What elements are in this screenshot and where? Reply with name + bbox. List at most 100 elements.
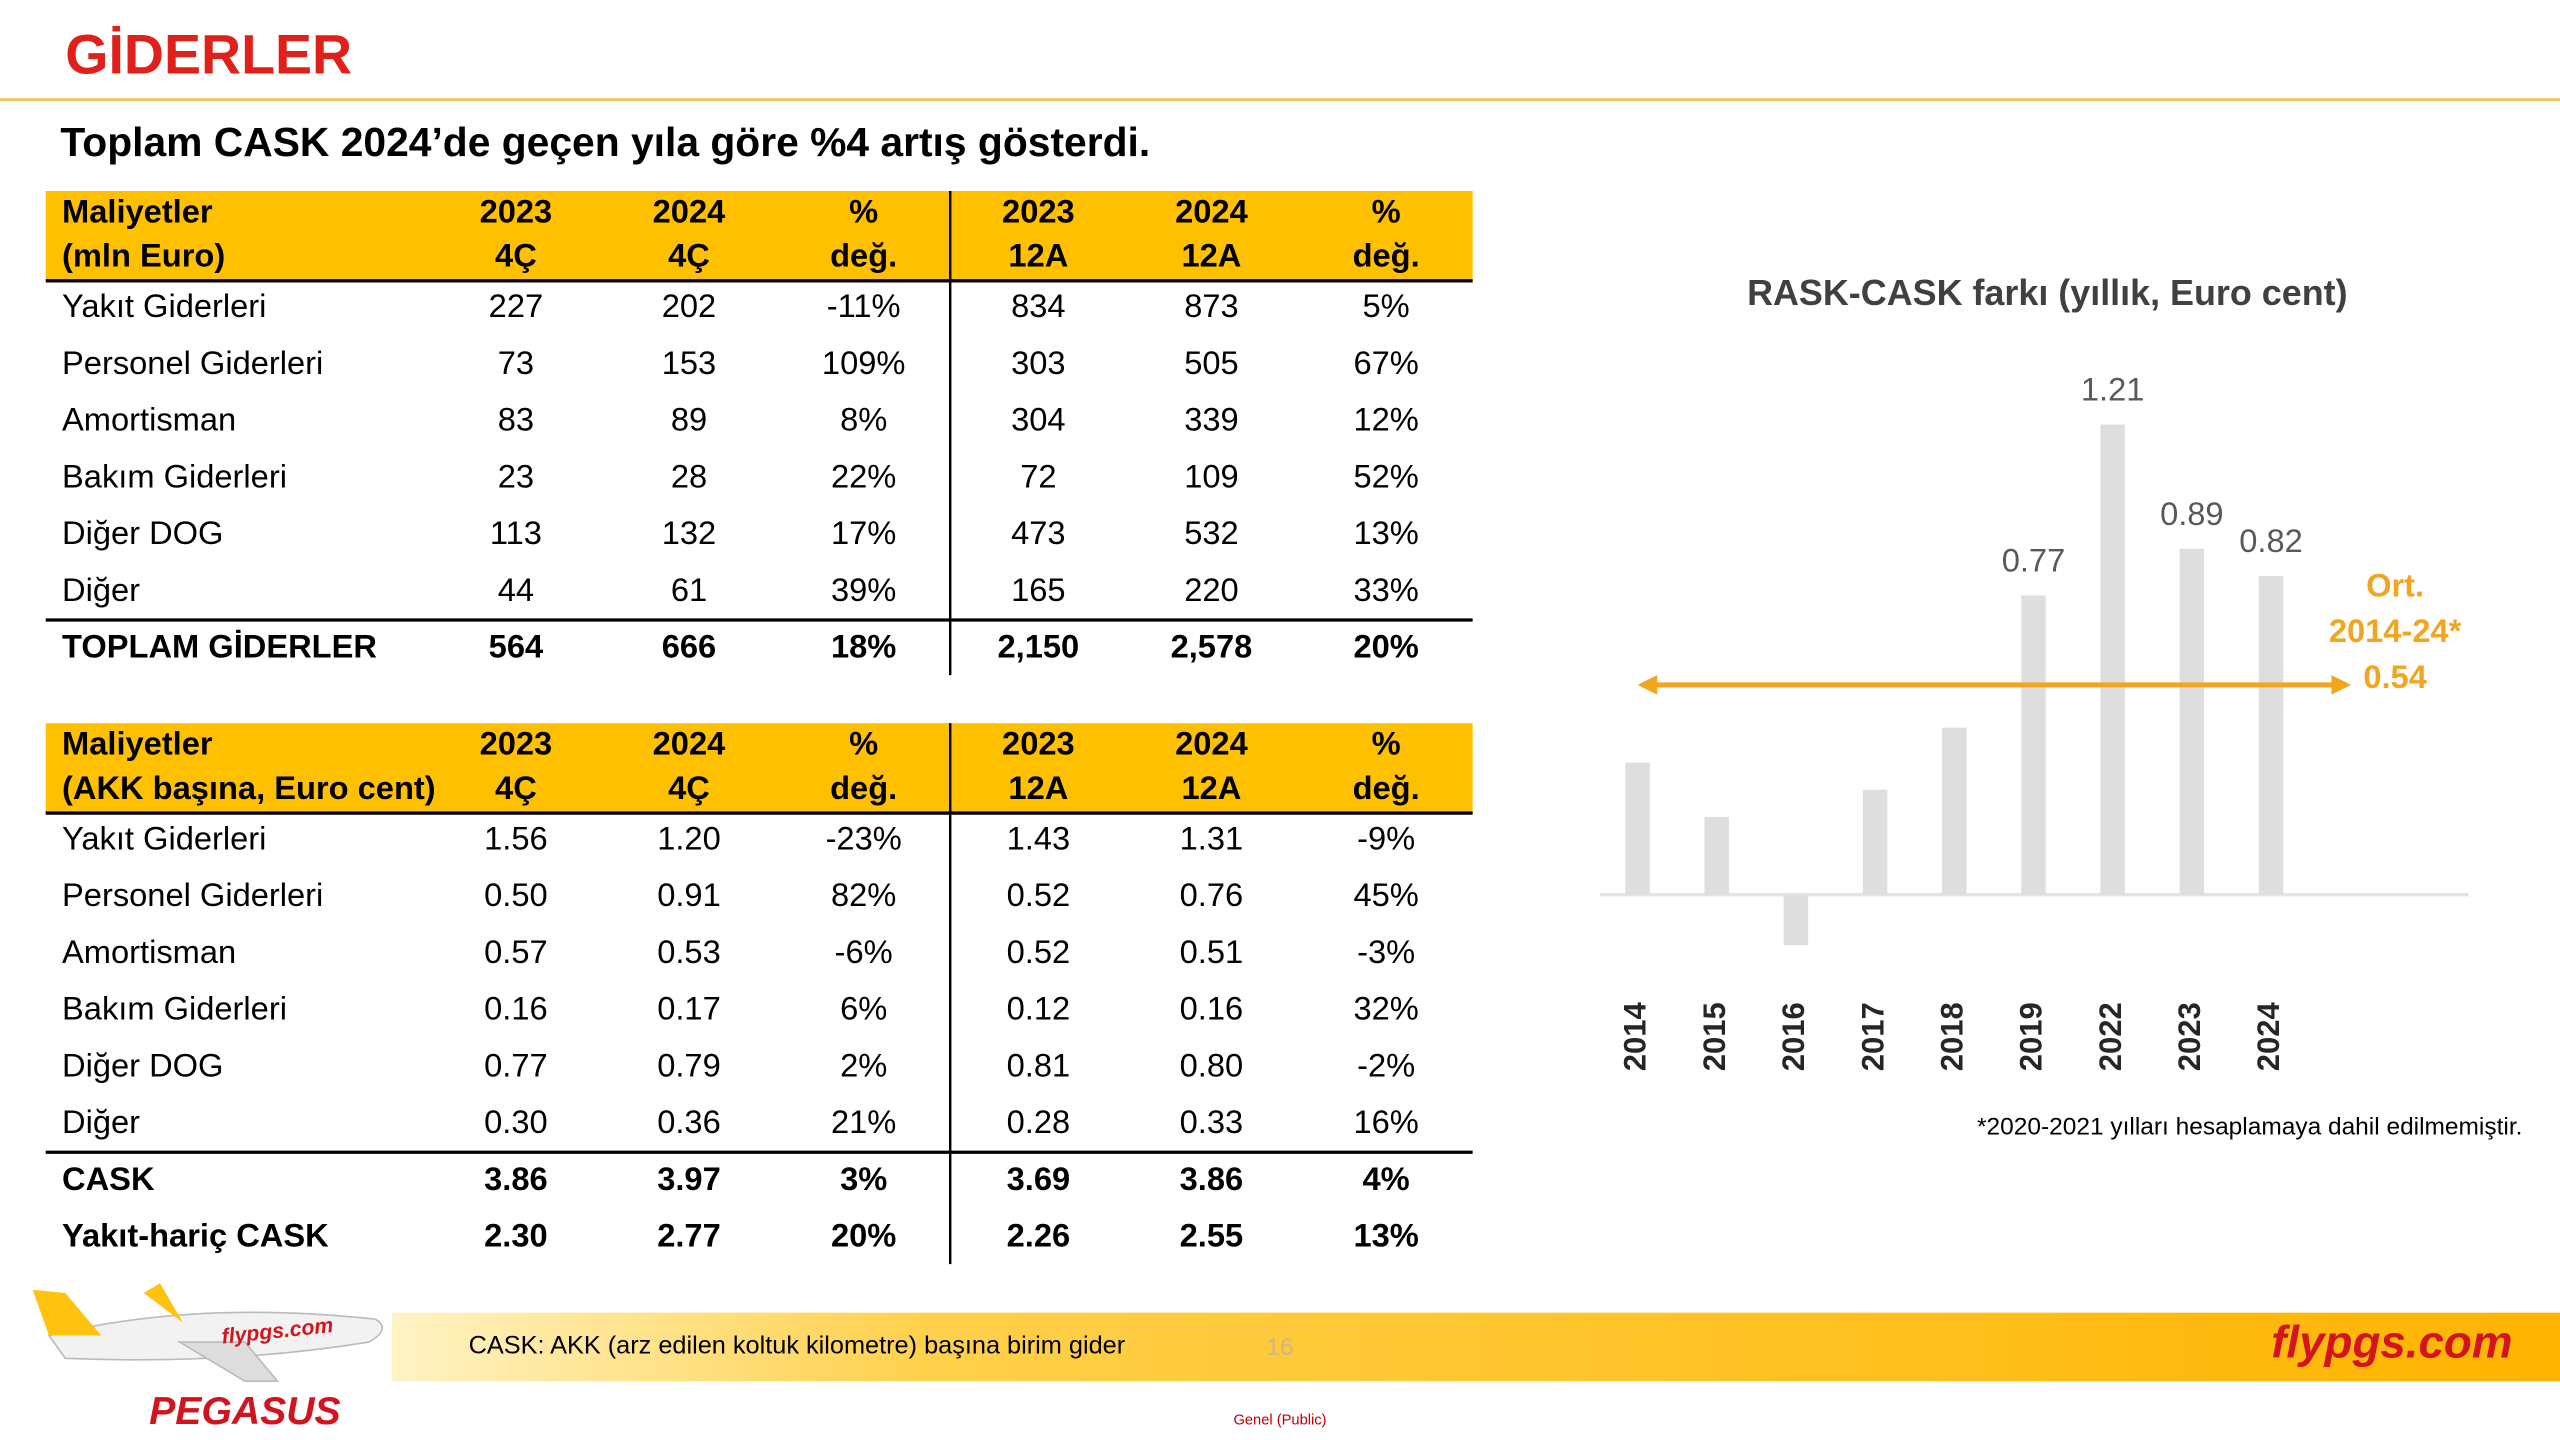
table-cell: 61 (671, 571, 707, 608)
total-cell: 2.26 (1007, 1217, 1071, 1254)
x-tick-label: 2018 (1934, 1002, 1969, 1071)
table-cell: 8% (840, 401, 887, 438)
header-cell: 12A (1181, 237, 1241, 274)
table-cell: Yakıt Giderleri (62, 287, 266, 324)
table-cell: Diğer DOG (62, 1046, 223, 1083)
table-cell: 339 (1184, 401, 1238, 438)
x-tick-label: 2022 (2093, 1002, 2128, 1071)
data-label: 0.77 (2002, 541, 2066, 578)
table-cell: 834 (1011, 287, 1065, 324)
table-cell: 153 (662, 344, 716, 381)
table-cell: 1.31 (1180, 819, 1244, 856)
table-cell: 13% (1353, 514, 1418, 551)
header-cell: 4Ç (668, 769, 710, 806)
x-tick-label: 2019 (2014, 1002, 2049, 1071)
arrow-head (2331, 675, 2352, 695)
table-cell: Diğer (62, 1103, 140, 1140)
total-cell: 2.55 (1180, 1217, 1244, 1254)
table-cell: 109 (1184, 457, 1238, 494)
header-cell: değ. (1353, 769, 1420, 806)
classification: Genel (Public) (1233, 1412, 1326, 1428)
table-cell: 0.51 (1180, 933, 1244, 970)
average-label: Ort. (2366, 566, 2424, 603)
total-cell: 20% (1353, 628, 1418, 665)
table-cell: -2% (1357, 1046, 1415, 1083)
page-title: GİDERLER (65, 23, 352, 85)
header-cell: 2023 (480, 725, 553, 762)
total-cell: 2.30 (484, 1217, 548, 1254)
footer-definition: CASK: AKK (arz edilen koltuk kilometre) … (469, 1332, 1126, 1360)
table-cell: 1.56 (484, 819, 548, 856)
header-cell: 2024 (653, 725, 726, 762)
x-tick-label: 2023 (2172, 1002, 2207, 1071)
total-cell: 3.69 (1007, 1160, 1071, 1197)
table-cell: -23% (826, 819, 902, 856)
table-cell: 113 (490, 514, 542, 551)
table-cell: Bakım Giderleri (62, 457, 287, 494)
table-cell: 23 (498, 457, 534, 494)
total-cell: 2.77 (657, 1217, 721, 1254)
total-cell: TOPLAM GİDERLER (62, 628, 377, 665)
header-cell: 2023 (1002, 725, 1075, 762)
table-cell: 0.17 (657, 990, 721, 1027)
x-tick-label: 2016 (1776, 1002, 1811, 1071)
header-cell: % (849, 725, 878, 762)
data-label: 0.89 (2160, 495, 2224, 532)
table-cell: -9% (1357, 819, 1415, 856)
header-cell: 4Ç (668, 237, 710, 274)
average-value: 0.54 (2363, 658, 2427, 695)
table-cell: 109% (822, 344, 905, 381)
table-cell: Diğer DOG (62, 514, 223, 551)
header-cell: Maliyetler (62, 725, 213, 762)
total-cell: 2,150 (998, 628, 1080, 665)
bar (2100, 424, 2125, 895)
total-cell: 3.86 (1180, 1160, 1244, 1197)
table-cell: 1.43 (1007, 819, 1071, 856)
table-cell: 22% (831, 457, 896, 494)
table-cell: 0.53 (657, 933, 721, 970)
x-tick-label: 2024 (2251, 1001, 2286, 1071)
data-label: 1.21 (2081, 370, 2145, 407)
header-cell: (mln Euro) (62, 237, 225, 274)
bar (2021, 595, 2046, 895)
table-cell: 303 (1011, 344, 1065, 381)
header-cell: 4Ç (495, 769, 537, 806)
bar (2258, 576, 2284, 895)
table-cell: 0.33 (1180, 1103, 1244, 1140)
table-cell: 44 (498, 571, 534, 608)
table-cell: 0.81 (1007, 1046, 1071, 1083)
bar (1942, 727, 1967, 895)
table-cell: 0.36 (657, 1103, 721, 1140)
table-cell: 16% (1353, 1103, 1418, 1140)
table-cell: 165 (1011, 571, 1065, 608)
table-cell: 83 (498, 401, 534, 438)
table-cell: 0.91 (657, 876, 721, 913)
total-cell: 4% (1363, 1160, 1410, 1197)
table-cell: 1.20 (657, 819, 721, 856)
x-tick-label: 2015 (1697, 1002, 1732, 1071)
header-cell: Maliyetler (62, 193, 213, 230)
total-cell: 3.86 (484, 1160, 548, 1197)
header-cell: 12A (1008, 237, 1068, 274)
subtitle: Toplam CASK 2024’de geçen yıla göre %4 a… (60, 119, 1150, 165)
table-cell: 0.76 (1180, 876, 1244, 913)
header-cell: değ. (830, 237, 897, 274)
chart-title: RASK-CASK farkı (yıllık, Euro cent) (1747, 272, 2348, 313)
header-cell: 2024 (653, 193, 726, 230)
table-cell: 5% (1363, 287, 1410, 324)
table-cell: 0.77 (484, 1046, 548, 1083)
header-cell: 4Ç (495, 237, 537, 274)
table-cell: 0.28 (1007, 1103, 1071, 1140)
header-cell: 2023 (480, 193, 553, 230)
table-cell: 304 (1011, 401, 1065, 438)
data-label: 0.82 (2239, 522, 2303, 559)
x-tick-label: 2014 (1618, 1001, 1653, 1071)
table-cell: 873 (1184, 287, 1238, 324)
table-cell: 202 (662, 287, 716, 324)
table-cell: 82% (831, 876, 896, 913)
total-cell: Yakıt-hariç CASK (62, 1217, 329, 1254)
header-cell: % (849, 193, 878, 230)
plane-logo: flypgs.com (32, 1283, 384, 1383)
bar (1862, 789, 1888, 895)
header-cell: değ. (1353, 237, 1420, 274)
